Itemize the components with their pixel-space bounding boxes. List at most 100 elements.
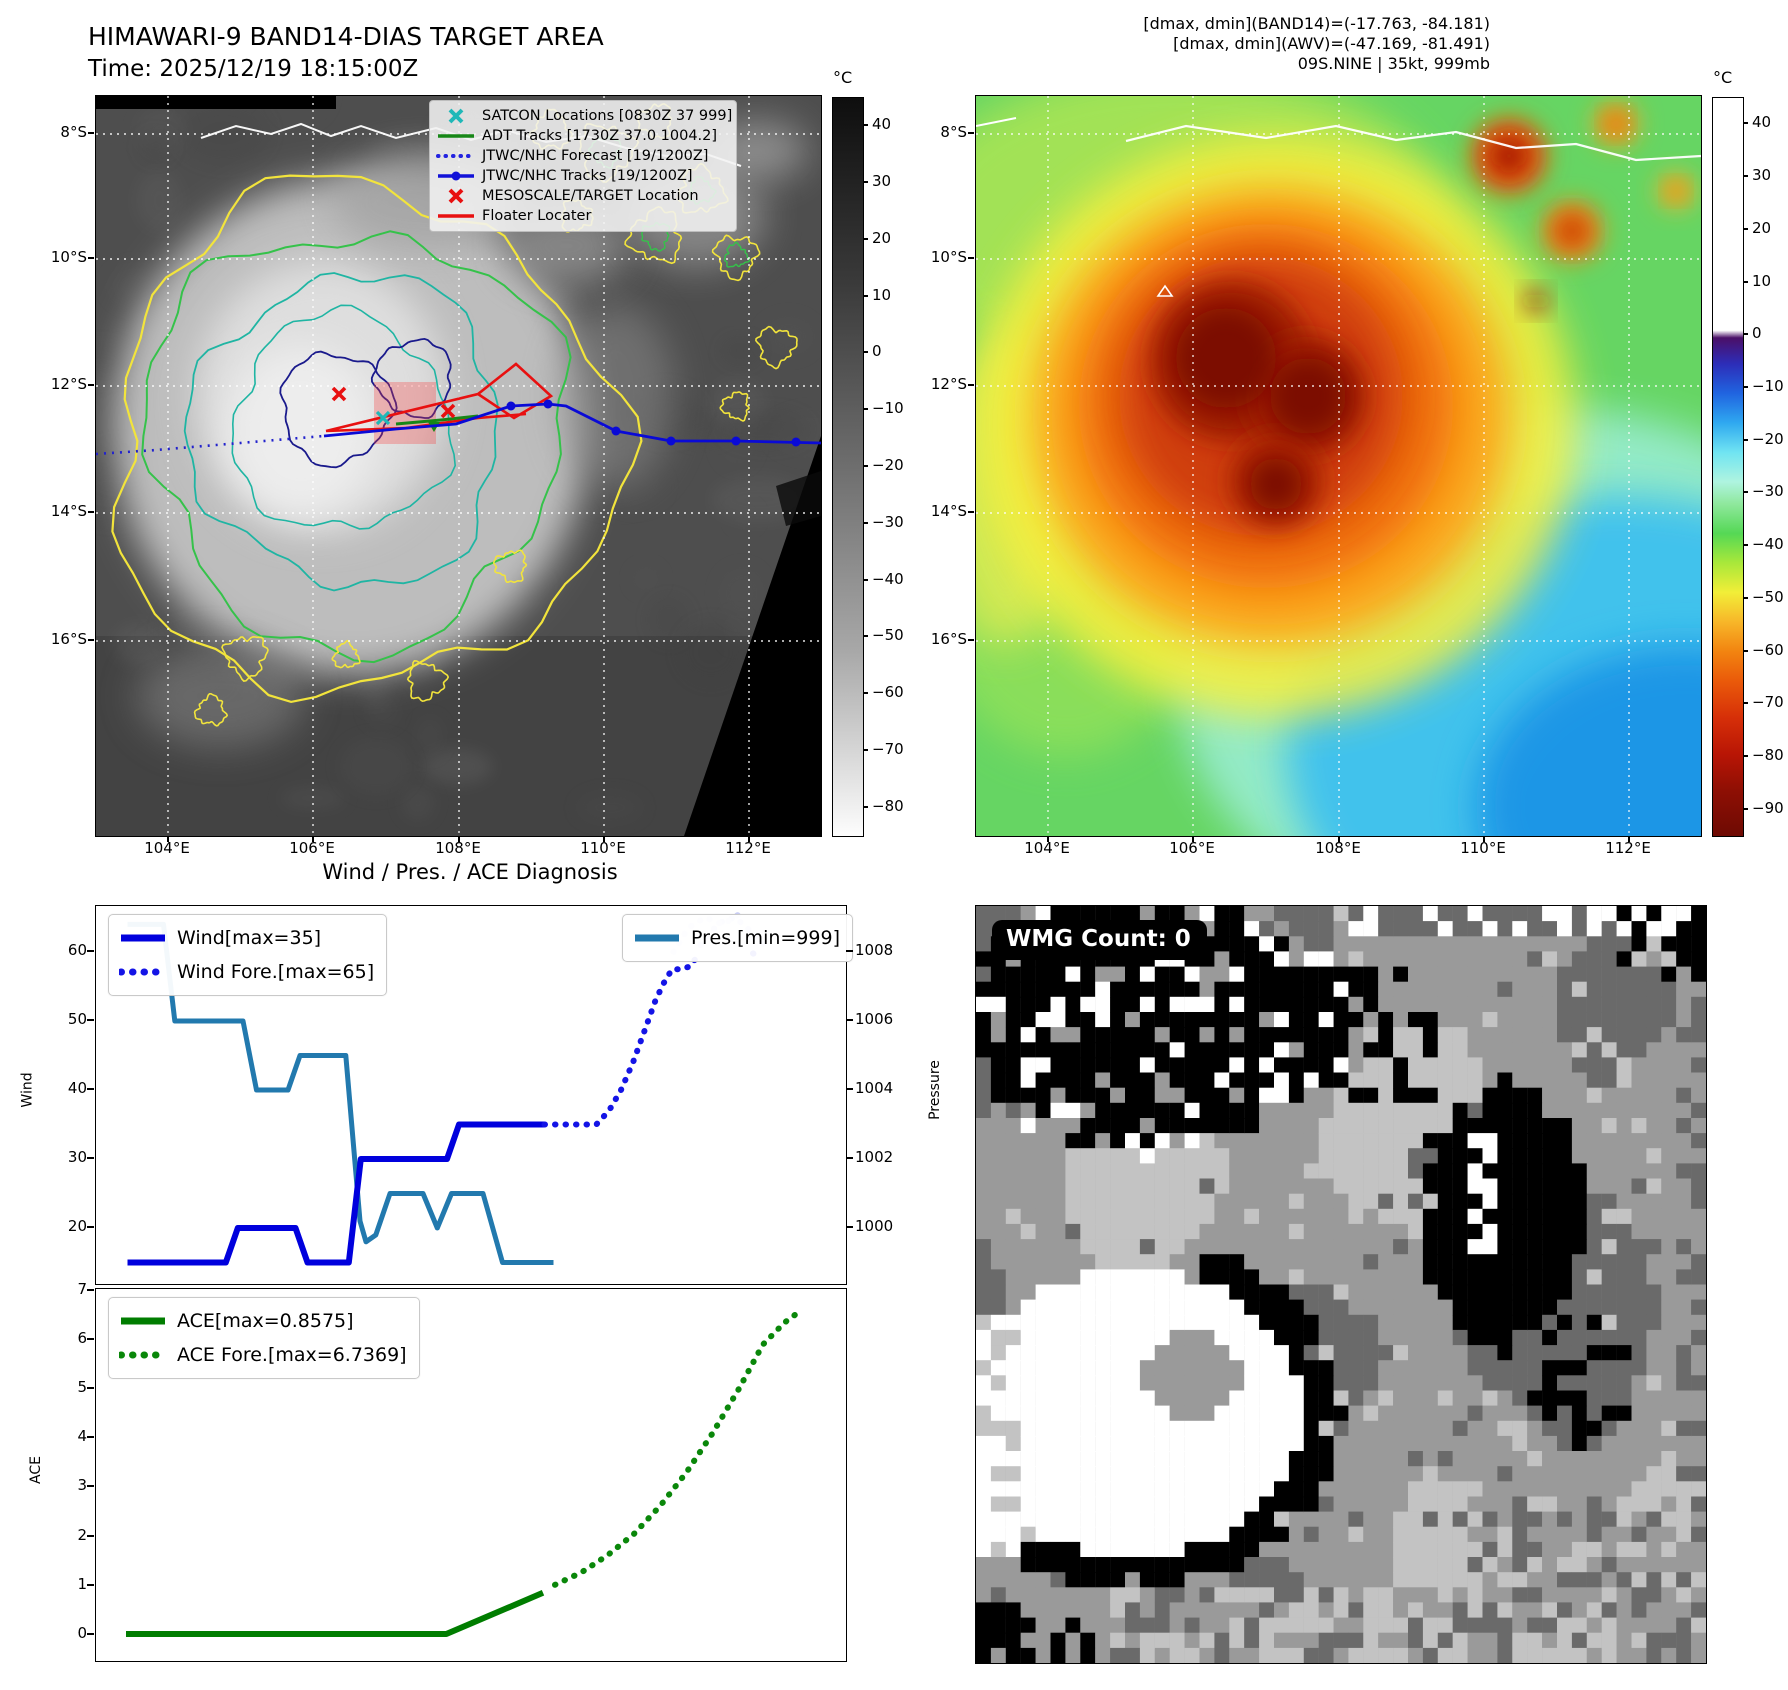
map-ytick: 12°S [50,375,87,393]
map-legend-label: ADT Tracks [1730Z 37.0 1004.2] [482,128,718,144]
line-icon [438,171,474,181]
tick-mark [1743,175,1748,178]
tick-mark [863,465,868,467]
map-xtick: 108°E [1315,839,1361,857]
tick-mark [863,181,868,184]
tick-mark [1743,596,1748,599]
pressure-ytick: 1008 [855,941,894,959]
map-legend-row: JTWC/NHC Forecast [19/1200Z] [436,146,728,166]
map-legend-label: Floater Locater [482,208,592,224]
right-colorbar-tick: −50 [1752,587,1784,606]
wind-legend: Wind[max=35] Wind Fore.[max=65] [108,914,388,996]
tick-mark [87,1019,94,1021]
tick-mark [968,384,974,386]
tick-mark [1743,544,1748,547]
legend-label: Wind[max=35] [177,927,322,949]
legend-symbol [121,1317,165,1325]
map-legend-row: Floater Locater [436,206,728,226]
wind-ytick: 40 [67,1079,87,1097]
series-ace-max-0-8575- [126,1590,545,1637]
right-colorbar-tick: −70 [1752,693,1784,712]
pressure-ytick: 1006 [855,1010,894,1028]
ace-ytick: 1 [77,1574,87,1593]
enhanced-ir-colorbar [1712,97,1744,837]
tick-mark [863,521,868,524]
tick-mark [1743,280,1748,283]
tick-mark [968,132,974,134]
pressure-ytick: 1004 [855,1079,894,1097]
tick-mark [1743,333,1748,336]
map-xtick: 112°E [1605,839,1651,857]
tick-mark [87,1485,94,1488]
grayscale-colorbar [832,97,864,837]
right-colorbar-tick: 10 [1752,271,1772,290]
right-colorbar-tick: 40 [1752,113,1772,132]
right-colorbar-tick: −20 [1752,429,1784,448]
ace-ytick: 0 [77,1624,87,1642]
map-ytick: 8°S [60,123,87,141]
map-legend-row: JTWC/NHC Tracks [19/1200Z] [436,166,728,186]
tick-mark [863,578,868,581]
tick-mark [846,1157,853,1159]
map-xtick: 110°E [580,839,626,857]
tick-mark [863,237,868,240]
ace-ytick: 4 [77,1427,87,1446]
legend-symbol [121,934,165,942]
wind-ytick: 50 [67,1010,87,1028]
legend-symbol [119,1351,167,1359]
right-colorbar-tick: −30 [1752,482,1784,501]
tick-mark [87,1226,94,1228]
left-colorbar-tick: −50 [872,626,904,645]
map-ytick: 14°S [930,502,967,520]
tick-mark [1743,438,1748,441]
tick-mark [863,748,868,751]
left-colorbar-tick: −30 [872,512,904,531]
legend-row: ACE Fore.[max=6.7369] [119,1338,407,1372]
map-ytick: 10°S [50,248,87,266]
tick-mark [167,836,169,842]
tick-mark [863,408,868,411]
map-xtick: 110°E [1460,839,1506,857]
tick-mark [863,692,868,695]
map-ytick: 16°S [50,630,87,648]
left-colorbar-tick: 30 [872,172,892,191]
left-colorbar-tick: 0 [872,342,882,361]
map-xtick: 108°E [435,839,481,857]
map-ytick: 8°S [940,123,967,141]
tick-mark [1483,836,1485,842]
tick-mark [846,1088,853,1090]
right-colorbar-tick: −40 [1752,535,1784,554]
tick-mark [1743,385,1748,388]
tick-mark [863,351,868,354]
left-colorbar-tick: −10 [872,399,904,418]
map-ytick: 12°S [930,375,967,393]
map-legend: SATCON Locations [0830Z 37 999] ADT Track… [429,100,737,232]
map-xtick: 104°E [144,839,190,857]
right-colorbar-tick: −80 [1752,745,1784,764]
tick-mark [88,639,94,641]
map-ytick: 10°S [930,248,967,266]
header-stat-storm: 09S.NINE | 35kt, 999mb [1297,54,1490,73]
left-colorbar-tick: −70 [872,739,904,758]
tick-mark [87,1157,94,1159]
header-stat-awv: [dmax, dmin](AWV)=(-47.169, -81.491) [1173,34,1490,53]
tick-mark [88,384,94,386]
left-colorbar-tick: 10 [872,285,892,304]
tick-mark [87,1337,94,1340]
tick-mark [863,294,868,297]
map-ytick: 14°S [50,502,87,520]
tick-mark [458,836,460,842]
ace-ytick: 6 [77,1328,87,1347]
legend-row: ACE[max=0.8575] [119,1304,407,1338]
series-pres-min-999- [127,921,554,1265]
legend-row: Pres.[min=999] [633,921,840,955]
tick-mark [1743,807,1748,810]
map-xtick: 106°E [289,839,335,857]
tick-mark [846,950,853,952]
tick-mark [1192,836,1194,842]
x-marker-icon [448,188,464,204]
enhanced-ir-image [976,96,1701,836]
tick-mark [1743,122,1748,125]
line-icon [438,134,474,138]
map-legend-label: MESOSCALE/TARGET Location [482,188,699,204]
